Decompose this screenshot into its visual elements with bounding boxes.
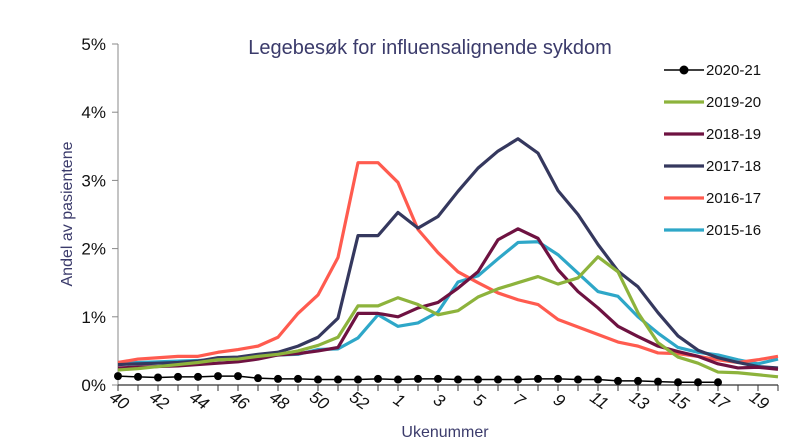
data-point-2020-21 [214, 372, 222, 381]
legend-label: 2015-16 [706, 222, 761, 239]
y-tick-label: 1% [81, 308, 106, 327]
data-point-2020-21 [174, 372, 182, 381]
data-point-2020-21 [634, 376, 642, 385]
x-tick-label: 7 [510, 390, 529, 411]
x-tick-label: 5 [470, 390, 489, 411]
data-point-2020-21 [694, 378, 702, 387]
y-tick-label: 5% [81, 35, 106, 54]
data-point-2020-21 [114, 372, 122, 381]
x-tick-label: 15 [666, 387, 693, 414]
x-tick-label: 44 [186, 387, 212, 413]
x-tick-label: 17 [706, 387, 733, 414]
legend-label: 2019-20 [706, 94, 761, 111]
data-point-2020-21 [154, 373, 162, 382]
data-point-2020-21 [334, 375, 342, 384]
x-tick-label: 11 [586, 388, 611, 414]
data-point-2020-21 [614, 376, 622, 385]
y-axis-label: Andel av pasientene [59, 141, 76, 286]
data-point-2020-21 [394, 375, 402, 384]
data-point-2020-21 [554, 374, 562, 383]
x-tick-label: 52 [346, 387, 373, 414]
data-point-2020-21 [514, 375, 522, 384]
x-tick-label: 48 [266, 387, 293, 414]
series-line-2016-17 [117, 161, 779, 365]
legend-label: 2016-17 [706, 190, 761, 207]
data-point-2020-21 [294, 374, 302, 383]
x-tick-label: 9 [550, 390, 569, 411]
data-point-2020-21 [434, 374, 442, 383]
y-tick-label: 3% [81, 171, 106, 190]
x-tick-label: 1 [390, 390, 409, 411]
data-point-2020-21 [494, 375, 502, 384]
series-line-2019-20 [117, 255, 779, 379]
x-tick-label: 19 [746, 387, 773, 414]
data-point-2020-21 [274, 374, 282, 383]
legend-marker [679, 65, 689, 75]
y-tick-label: 2% [81, 240, 106, 259]
data-point-2020-21 [714, 378, 722, 387]
data-point-2020-21 [254, 374, 262, 383]
legend-label: 2020-21 [706, 62, 761, 79]
x-tick-label: 13 [626, 387, 653, 414]
series-line-2017-18 [117, 137, 779, 370]
data-point-2020-21 [474, 375, 482, 384]
data-point-2020-21 [194, 372, 202, 381]
x-tick-label: 46 [226, 387, 253, 414]
data-point-2020-21 [674, 378, 682, 387]
legend-label: 2017-18 [706, 158, 761, 175]
data-point-2020-21 [574, 375, 582, 384]
data-point-2020-21 [454, 375, 462, 384]
chart-title: Legebesøk for influensalignende sykdom [248, 37, 612, 59]
data-point-2020-21 [534, 374, 542, 383]
x-tick-label: 40 [106, 387, 133, 414]
data-point-2020-21 [134, 372, 142, 381]
data-point-2020-21 [654, 377, 662, 386]
x-tick-label: 50 [306, 387, 333, 414]
data-point-2020-21 [314, 375, 322, 384]
y-tick-label: 0% [81, 376, 106, 395]
data-point-2020-21 [374, 374, 382, 383]
data-point-2020-21 [594, 375, 602, 384]
data-point-2020-21 [354, 375, 362, 384]
x-tick-label: 42 [146, 387, 173, 414]
data-point-2020-21 [414, 374, 422, 383]
legend-label: 2018-19 [706, 126, 761, 143]
x-tick-label: 3 [430, 390, 449, 411]
x-axis-label: Ukenummer [401, 424, 489, 441]
data-point-2020-21 [234, 372, 242, 381]
y-tick-label: 4% [81, 103, 106, 122]
